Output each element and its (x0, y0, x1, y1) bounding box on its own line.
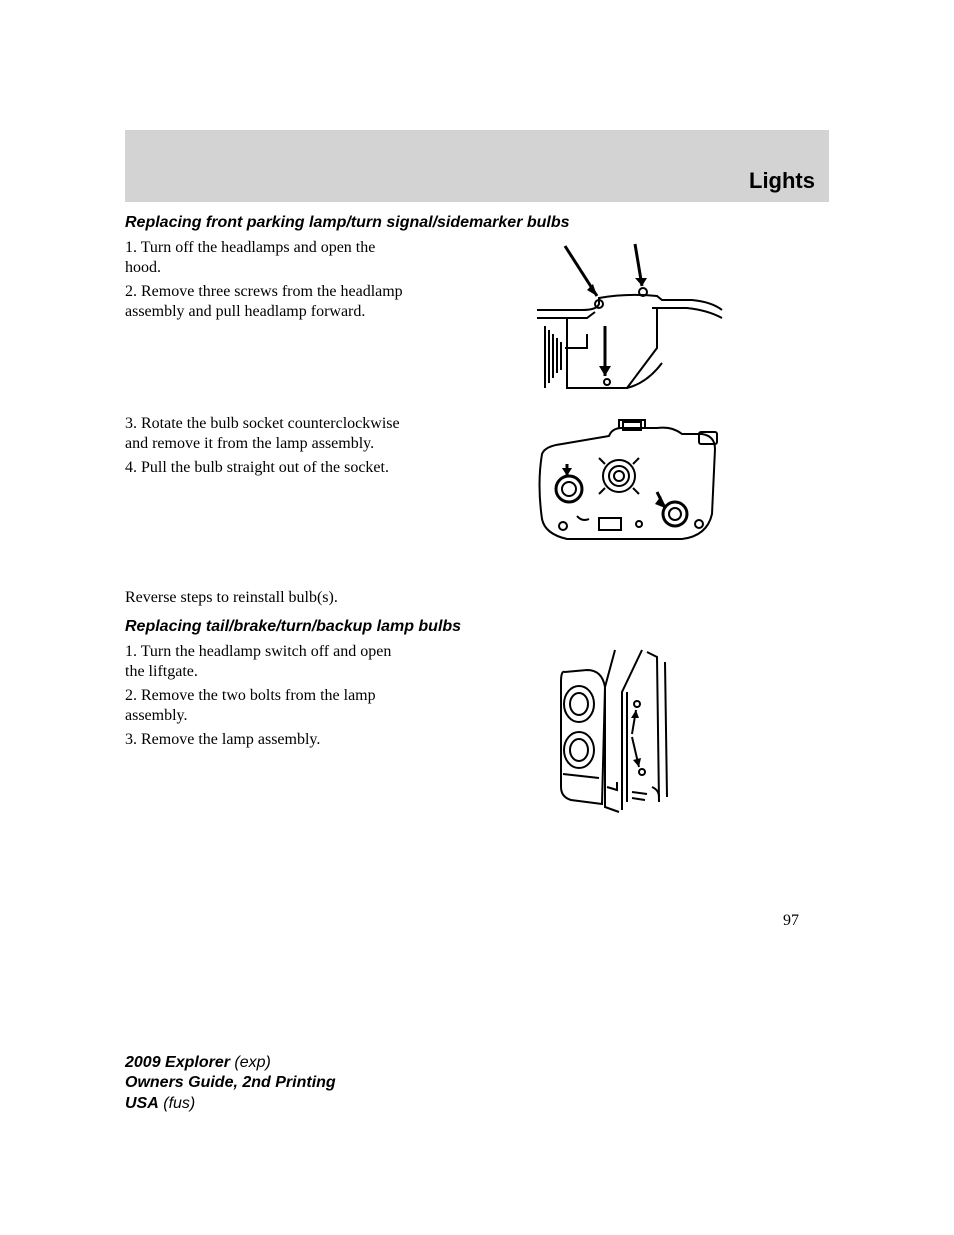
diagram-headlamp-screws (425, 238, 829, 408)
footer-usa: USA (125, 1095, 159, 1112)
text-section2: 1. Turn the headlamp switch off and open… (125, 642, 405, 754)
footer-line-3: USA (fus) (125, 1094, 336, 1115)
row-section2: 1. Turn the headlamp switch off and open… (125, 642, 829, 822)
footer-guide: Owners Guide, 2nd Printing (125, 1073, 336, 1094)
section-header-bar: Lights (125, 130, 829, 202)
step-2-2: 2. Remove the two bolts from the lamp as… (125, 686, 405, 726)
footer-model: 2009 Explorer (125, 1054, 230, 1071)
diagram-headlamp-back (425, 414, 829, 564)
step-2-3: 3. Remove the lamp assembly. (125, 730, 405, 750)
row-steps-3-4: 3. Rotate the bulb socket counterclockwi… (125, 414, 829, 564)
text-steps-1-2: 1. Turn off the headlamps and open the h… (125, 238, 405, 326)
subheading-front-bulbs: Replacing front parking lamp/turn signal… (125, 214, 829, 232)
section-title: Lights (749, 168, 815, 194)
reverse-note: Reverse steps to reinstall bulb(s). (125, 588, 829, 608)
footer-block: 2009 Explorer (exp) Owners Guide, 2nd Pr… (125, 1053, 336, 1115)
step-1-1: 1. Turn off the headlamps and open the h… (125, 238, 405, 278)
step-1-4: 4. Pull the bulb straight out of the soc… (125, 458, 405, 478)
subheading-tail-bulbs: Replacing tail/brake/turn/backup lamp bu… (125, 618, 829, 636)
diagram-taillamp (425, 642, 829, 822)
step-2-1: 1. Turn the headlamp switch off and open… (125, 642, 405, 682)
row-steps-1-2: 1. Turn off the headlamps and open the h… (125, 238, 829, 408)
page-number: 97 (125, 912, 829, 930)
step-1-2: 2. Remove three screws from the headlamp… (125, 282, 405, 322)
footer-line-1: 2009 Explorer (exp) (125, 1053, 336, 1074)
headlamp-screws-illustration (527, 238, 727, 408)
text-steps-3-4: 3. Rotate the bulb socket counterclockwi… (125, 414, 405, 482)
footer-fus: (fus) (163, 1095, 195, 1112)
footer-exp: (exp) (234, 1054, 270, 1071)
taillamp-illustration (547, 642, 707, 822)
headlamp-back-illustration (527, 414, 727, 564)
step-1-3: 3. Rotate the bulb socket counterclockwi… (125, 414, 405, 454)
